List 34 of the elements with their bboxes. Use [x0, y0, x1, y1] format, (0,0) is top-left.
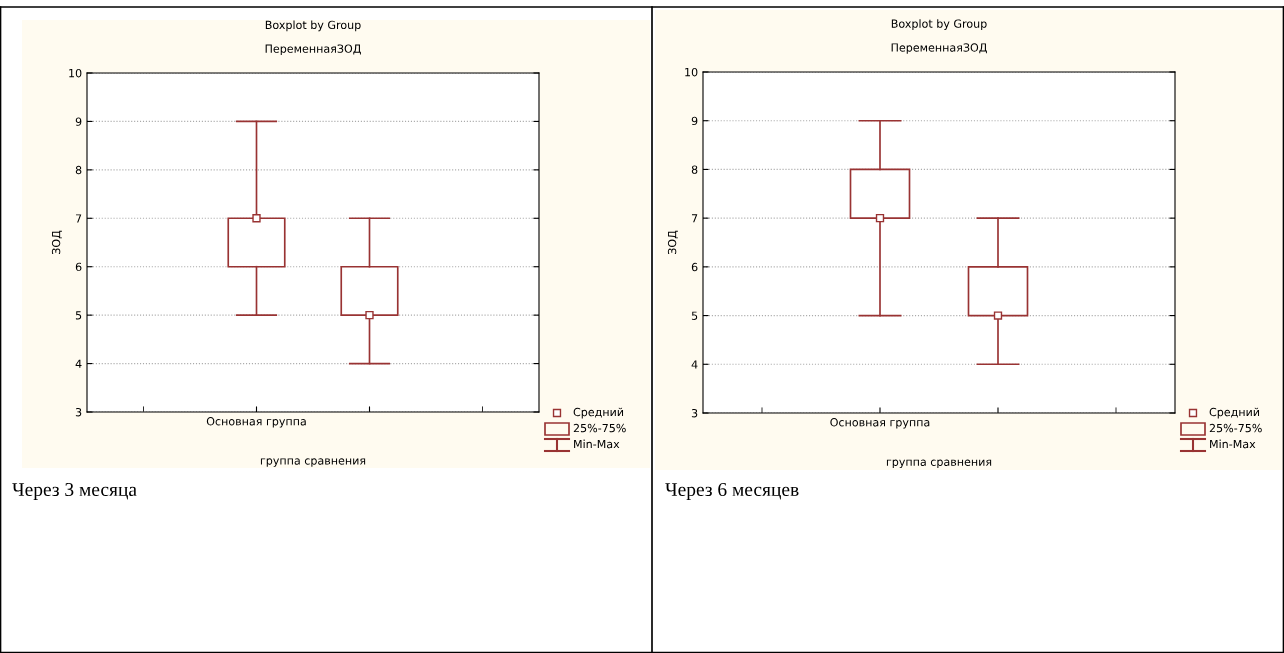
text: Через 6 месяцев [665, 482, 799, 500]
y-tick-label: 4 [691, 360, 698, 369]
text: Min-Max [1210, 439, 1256, 449]
text: Через 3 месяца [12, 482, 137, 500]
text: 25%-75% [1209, 423, 1262, 433]
y-tick-label: 9 [75, 117, 82, 126]
y-tick-label: 9 [691, 116, 698, 126]
y-axis-title: ЗОД [51, 230, 62, 255]
y-tick-label: 10 [69, 68, 82, 78]
y-tick-label: 5 [75, 311, 82, 320]
y-tick-label: 3 [691, 408, 698, 418]
text: Средний [573, 407, 624, 419]
y-tick-label: 8 [75, 165, 82, 175]
x-tick-label: Основная группа [206, 417, 306, 428]
chart-title: Boxplot by Group [265, 20, 361, 32]
y-tick-label: 5 [691, 311, 698, 320]
y-tick-label: 4 [75, 359, 82, 368]
text: Min-Max [574, 439, 620, 449]
chart-subtitle: ПеременнаяЗОД [265, 44, 361, 55]
x-axis-title: группа сравнения [886, 459, 992, 469]
chart-subtitle: ПеременнаяЗОД [891, 43, 987, 54]
y-tick-label: 7 [75, 214, 82, 223]
chart-title: Boxplot by Group [891, 19, 987, 30]
x-tick-label: Основная группа [830, 418, 930, 429]
y-tick-label: 8 [691, 165, 698, 174]
y-tick-label: 6 [75, 262, 82, 272]
text: 25%-75% [573, 423, 626, 433]
x-axis-title: группа сравнения [260, 458, 366, 467]
y-tick-label: 3 [75, 407, 82, 417]
y-axis-title: ЗОД [667, 230, 678, 255]
y-tick-label: 6 [691, 262, 698, 272]
y-tick-label: 10 [685, 67, 698, 77]
text: Средний [1209, 407, 1260, 419]
y-tick-label: 7 [691, 214, 698, 223]
